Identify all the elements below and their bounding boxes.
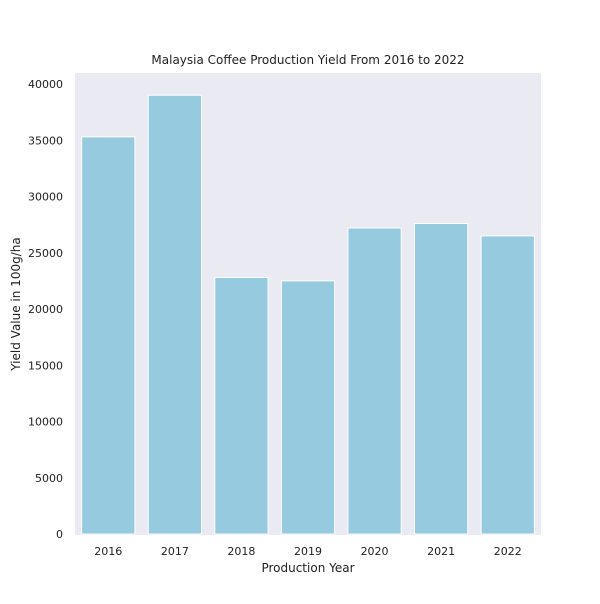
x-tick-label-2018: 2018: [227, 545, 255, 558]
bar-2019: [280, 280, 336, 535]
y-tick-label-5000: 5000: [35, 472, 63, 485]
x-axis-label: Production Year: [261, 561, 354, 575]
bar-2016: [81, 136, 136, 535]
x-tick-label-2022: 2022: [494, 545, 522, 558]
y-tick-label-10000: 10000: [28, 416, 63, 429]
x-tick-label-2019: 2019: [294, 545, 322, 558]
x-tick-label-2020: 2020: [361, 545, 389, 558]
y-tick-labels: 0 5000 10000 15000 20000 25000 30000 35000 40000: [28, 78, 63, 541]
x-tick-label-2017: 2017: [161, 545, 189, 558]
bar-2020: [347, 227, 402, 535]
x-tick-label-2021: 2021: [427, 545, 455, 558]
bar-2021: [414, 223, 469, 535]
bar-2018: [214, 277, 269, 535]
bars-group: [81, 94, 535, 535]
y-tick-label-15000: 15000: [28, 359, 63, 372]
y-tick-label-0: 0: [56, 528, 63, 541]
y-tick-label-40000: 40000: [28, 78, 63, 91]
bar-2022: [480, 235, 535, 535]
y-tick-label-20000: 20000: [28, 303, 63, 316]
x-tick-label-2016: 2016: [94, 545, 122, 558]
bar-2017: [147, 94, 202, 535]
chart-title: Malaysia Coffee Production Yield From 20…: [151, 53, 464, 67]
y-tick-label-35000: 35000: [28, 134, 63, 147]
y-axis-label: Yield Value in 100g/ha: [9, 237, 23, 371]
x-tick-labels: 2016 2017 2018 2019 2020 2021 2022: [94, 545, 521, 558]
y-tick-label-25000: 25000: [28, 247, 63, 260]
y-tick-label-30000: 30000: [28, 191, 63, 204]
